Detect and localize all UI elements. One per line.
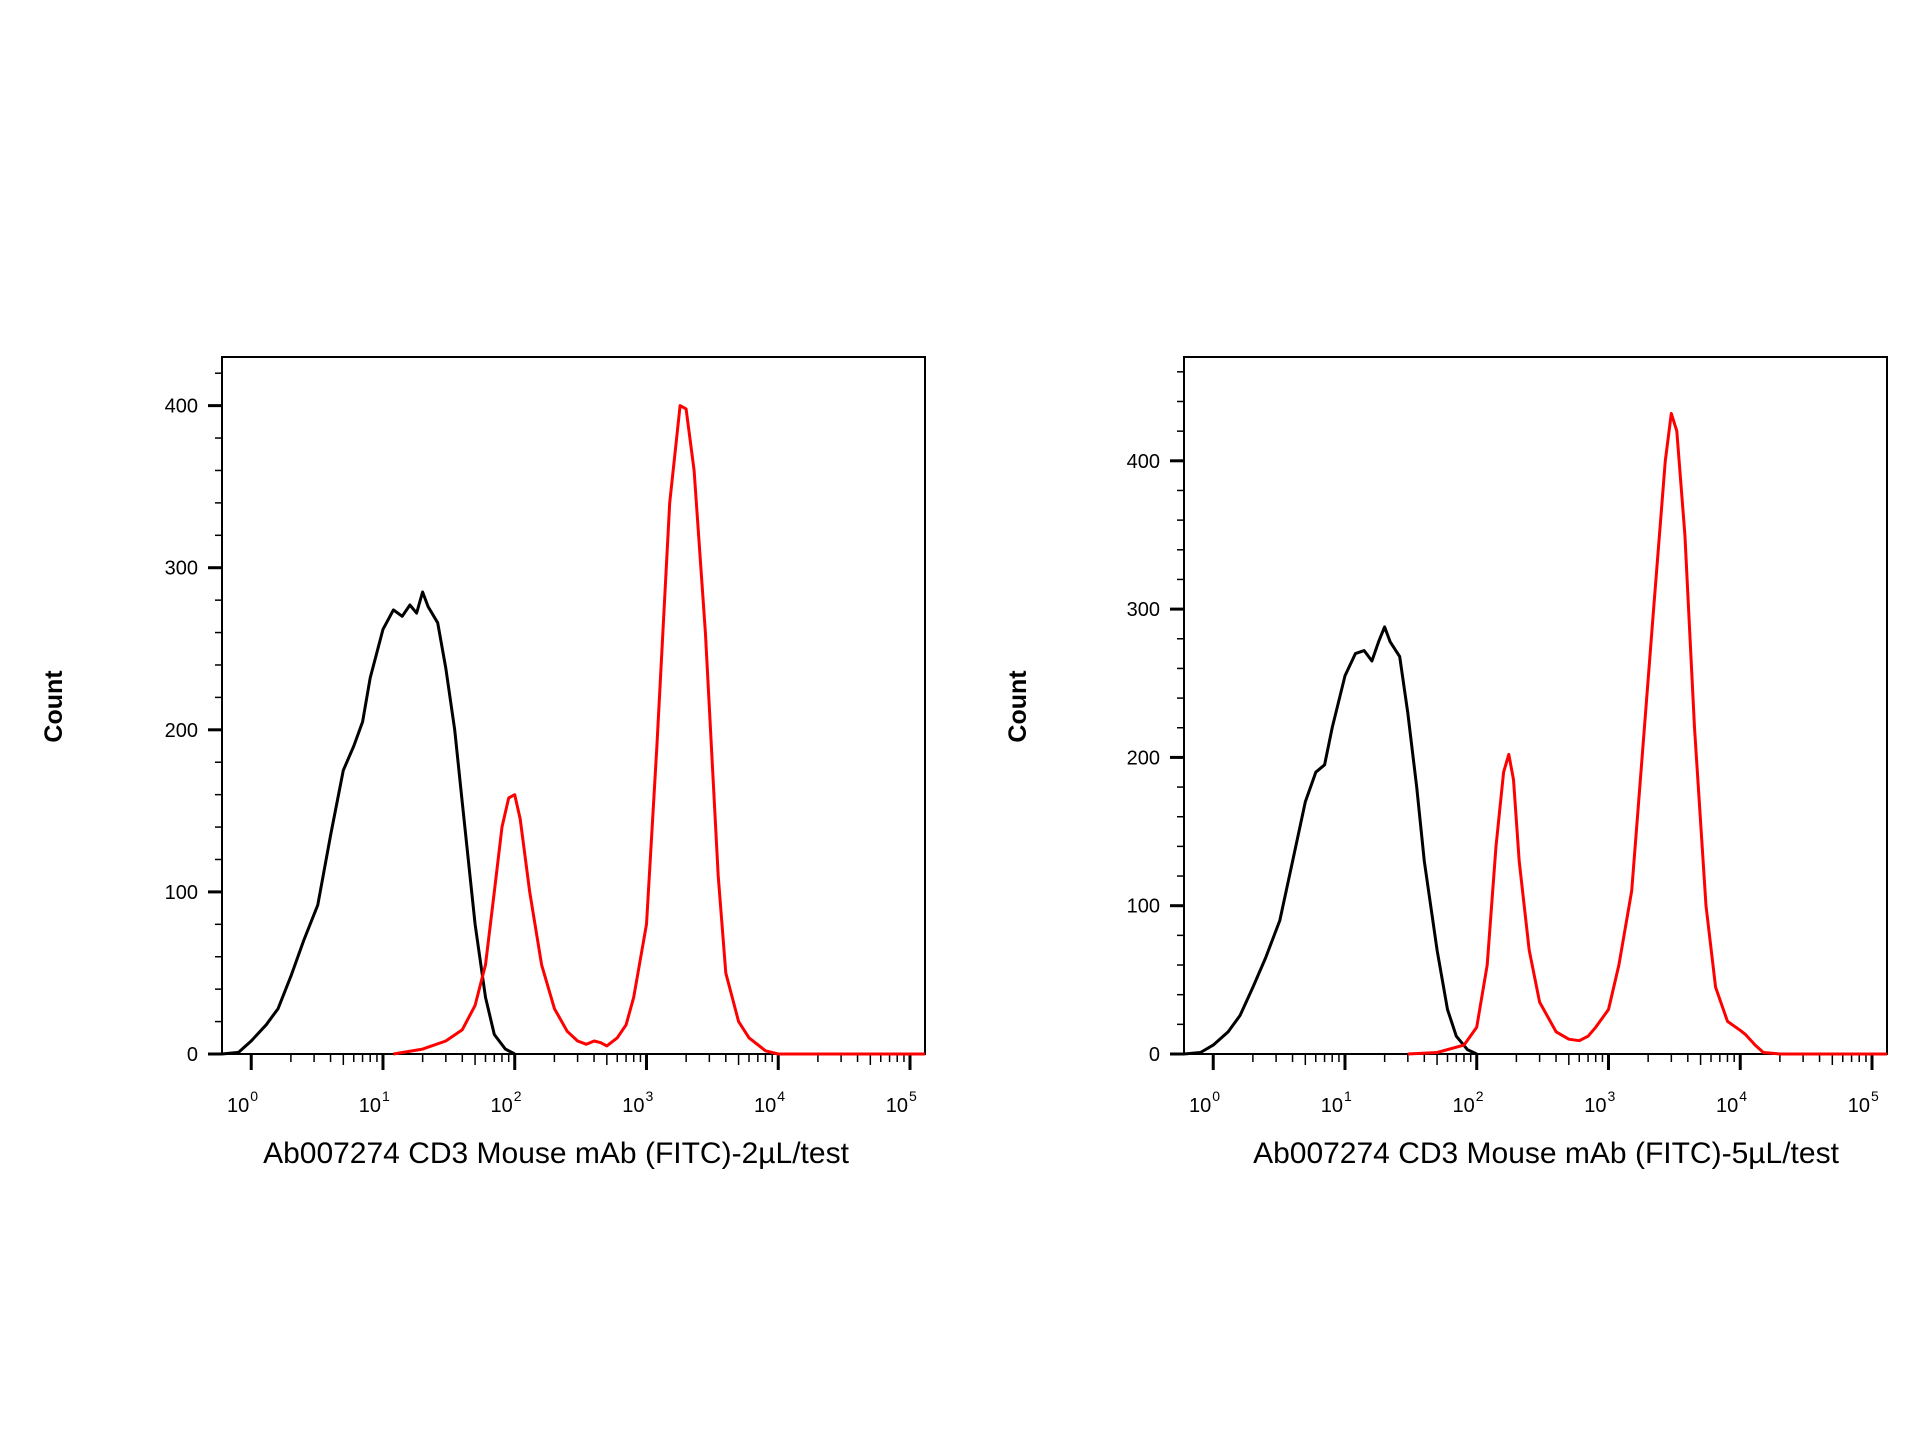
x-tick-exponent: 1 — [1344, 1088, 1352, 1104]
y-tick-label: 0 — [1149, 1044, 1160, 1066]
y-axis-label: Count — [40, 670, 68, 743]
x-tick-label: 10 — [1848, 1095, 1870, 1117]
x-tick-exponent: 5 — [1871, 1088, 1879, 1104]
x-tick-label: 10 — [490, 1095, 512, 1117]
x-tick-label: 10 — [1452, 1095, 1474, 1117]
y-tick-label: 200 — [1127, 747, 1160, 769]
x-tick-label: 10 — [1716, 1095, 1738, 1117]
x-tick-exponent: 4 — [777, 1088, 785, 1104]
x-axis-label: Ab007274 CD3 Mouse mAb (FITC)-2µL/test — [263, 1137, 850, 1170]
x-tick-exponent: 2 — [514, 1088, 522, 1104]
plot-frame — [221, 356, 926, 1055]
y-tick-label: 400 — [1127, 451, 1160, 473]
x-tick-label: 10 — [754, 1095, 776, 1117]
x-tick-label: 10 — [886, 1095, 908, 1117]
x-tick-label: 10 — [622, 1095, 644, 1117]
x-tick-label: 10 — [1189, 1095, 1211, 1117]
x-tick-label: 10 — [359, 1095, 381, 1117]
control-histogram-line — [221, 590, 516, 1056]
plot-frame — [1183, 356, 1888, 1055]
y-axis-label: Count — [1004, 670, 1032, 743]
x-axis-label: Ab007274 CD3 Mouse mAb (FITC)-5µL/test — [1253, 1137, 1840, 1170]
x-tick-label: 10 — [227, 1095, 249, 1117]
stained-histogram-line — [393, 404, 925, 1056]
y-tick-label: 300 — [1127, 599, 1160, 621]
x-tick-exponent: 5 — [909, 1088, 917, 1104]
y-tick-label: 100 — [165, 882, 198, 904]
y-tick-label: 400 — [165, 396, 198, 418]
x-tick-label: 10 — [1321, 1095, 1343, 1117]
x-tick-exponent: 4 — [1739, 1088, 1747, 1104]
x-tick-exponent: 0 — [250, 1088, 258, 1104]
control-histogram-line — [1183, 625, 1478, 1056]
y-tick-label: 100 — [1127, 896, 1160, 918]
y-tick-label: 200 — [165, 720, 198, 742]
x-tick-exponent: 2 — [1476, 1088, 1484, 1104]
y-tick-label: 300 — [165, 558, 198, 580]
x-tick-exponent: 3 — [1607, 1088, 1615, 1104]
x-tick-exponent: 3 — [645, 1088, 653, 1104]
x-tick-label: 10 — [1584, 1095, 1606, 1117]
y-tick-label: 0 — [187, 1044, 198, 1066]
x-tick-exponent: 0 — [1212, 1088, 1220, 1104]
x-tick-exponent: 1 — [382, 1088, 390, 1104]
stained-histogram-line — [1407, 411, 1887, 1056]
